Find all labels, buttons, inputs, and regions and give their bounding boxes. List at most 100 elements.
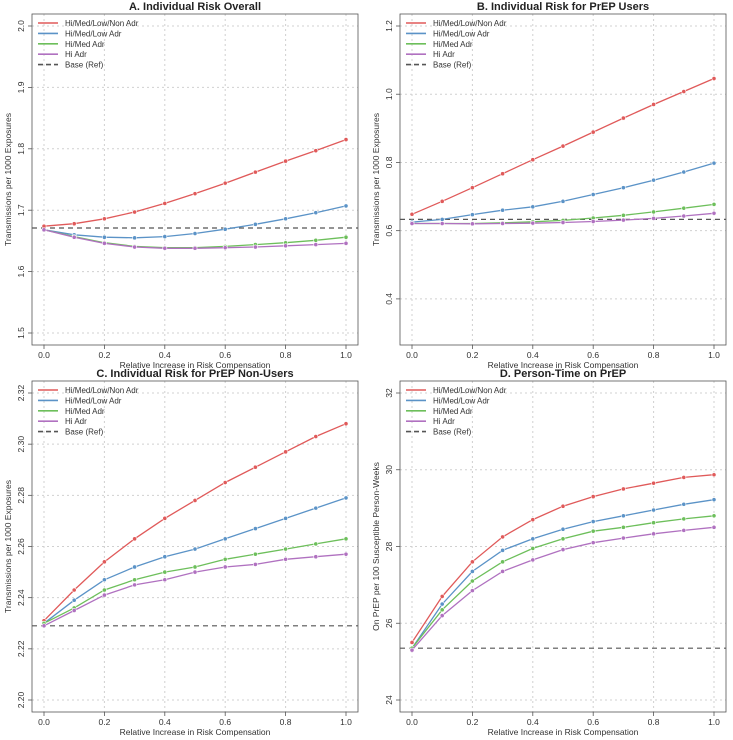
panel-b: B. Individual Risk for PrEP Users 0.0 0.2 0…	[371, 1, 727, 370]
data-point	[71, 234, 77, 240]
y-axis-label: Transmissions per 1000 Exposures	[371, 113, 381, 246]
series-line	[411, 474, 715, 643]
x-tick-label: 0.0	[406, 350, 418, 360]
y-tick-label: 32	[384, 388, 394, 398]
x-tick-label: 0.2	[98, 717, 110, 727]
x-tick-label: 1.0	[340, 350, 352, 360]
data-point	[313, 148, 319, 154]
data-point	[439, 607, 445, 613]
data-point	[469, 185, 475, 191]
data-point	[283, 556, 288, 562]
data-point	[222, 226, 228, 232]
x-tick-label: 1.0	[340, 717, 352, 727]
data-point	[439, 601, 445, 607]
series-2	[409, 497, 717, 651]
series-line	[43, 538, 347, 624]
data-point	[71, 608, 77, 613]
data-point	[651, 520, 656, 526]
x-tick-label: 0.8	[648, 717, 660, 727]
data-point	[132, 536, 137, 542]
data-point	[192, 231, 198, 236]
series-2	[41, 495, 349, 626]
y-tick-label: 24	[384, 695, 394, 705]
legend-label: Hi Adr	[65, 417, 87, 426]
data-point	[343, 137, 349, 142]
data-point	[560, 536, 566, 542]
legend-label: Hi/Med/Low/Non Adr	[433, 386, 507, 395]
data-point	[590, 494, 596, 500]
y-tick-label: 0.8	[384, 156, 394, 168]
plot-frame	[399, 13, 727, 346]
y-tick-label: 1.2	[384, 20, 394, 32]
legend-label: Hi/Med/Low Adr	[65, 29, 122, 38]
x-tick-label: 0.4	[527, 717, 539, 727]
data-point	[469, 559, 475, 565]
y-tick-label: 2.30	[16, 436, 26, 453]
x-tick-label: 0.0	[406, 717, 418, 727]
series-line	[411, 515, 715, 649]
data-point	[711, 202, 717, 207]
data-point	[681, 205, 687, 211]
data-point	[681, 527, 687, 533]
data-point	[162, 201, 168, 206]
panel-c: C. Individual Risk for PrEP Non-Users 0.0…	[3, 368, 359, 737]
data-point	[409, 211, 415, 217]
data-point	[343, 234, 349, 240]
data-point	[192, 569, 198, 575]
data-point	[711, 160, 717, 166]
data-point	[590, 528, 596, 534]
data-point	[283, 158, 288, 164]
data-point	[132, 235, 137, 241]
legend-label: Hi/Med/Low Adr	[433, 396, 490, 405]
data-point	[500, 171, 505, 177]
data-point	[500, 207, 505, 213]
x-tick-label: 1.0	[708, 717, 720, 727]
data-point	[283, 515, 288, 521]
data-point	[469, 212, 475, 218]
series-4	[409, 210, 717, 227]
data-point	[711, 513, 717, 519]
data-point	[252, 169, 258, 175]
plot-frame	[31, 13, 359, 346]
legend-label: Hi/Med Adr	[65, 407, 105, 416]
data-point	[71, 587, 77, 593]
data-point	[681, 475, 687, 480]
x-tick-label: 0.0	[38, 350, 50, 360]
data-point	[681, 516, 687, 522]
data-point	[252, 221, 258, 227]
data-point	[439, 221, 445, 226]
data-point	[102, 577, 107, 583]
series-line	[411, 162, 715, 223]
data-point	[283, 243, 288, 249]
data-point	[71, 597, 77, 603]
data-point	[681, 501, 687, 507]
series-3	[409, 513, 717, 651]
data-point	[681, 169, 687, 175]
data-point	[590, 129, 596, 135]
data-point	[162, 245, 168, 251]
data-point	[560, 198, 566, 204]
y-tick-label: 30	[384, 465, 394, 475]
data-point	[711, 524, 717, 530]
data-point	[192, 498, 198, 503]
x-tick-label: 0.8	[280, 717, 292, 727]
data-point	[343, 551, 349, 557]
y-tick-label: 1.5	[16, 327, 26, 339]
data-point	[621, 513, 626, 519]
data-point	[283, 546, 288, 552]
x-axis-label: Relative Increase in Risk Compensation	[488, 727, 639, 737]
data-point	[530, 204, 536, 210]
data-point	[651, 215, 656, 221]
data-point	[313, 242, 319, 247]
series-line	[43, 423, 347, 622]
legend-label: Hi/Med/Low/Non Adr	[65, 386, 139, 395]
data-point	[439, 198, 445, 204]
y-tick-label: 28	[384, 542, 394, 552]
data-point	[590, 192, 596, 197]
data-point	[500, 559, 505, 565]
series-2	[41, 203, 349, 241]
data-point	[651, 507, 656, 513]
y-tick-label: 0.4	[384, 293, 394, 305]
legend-label: Hi/Med/Low/Non Adr	[433, 19, 507, 28]
data-point	[162, 569, 168, 575]
